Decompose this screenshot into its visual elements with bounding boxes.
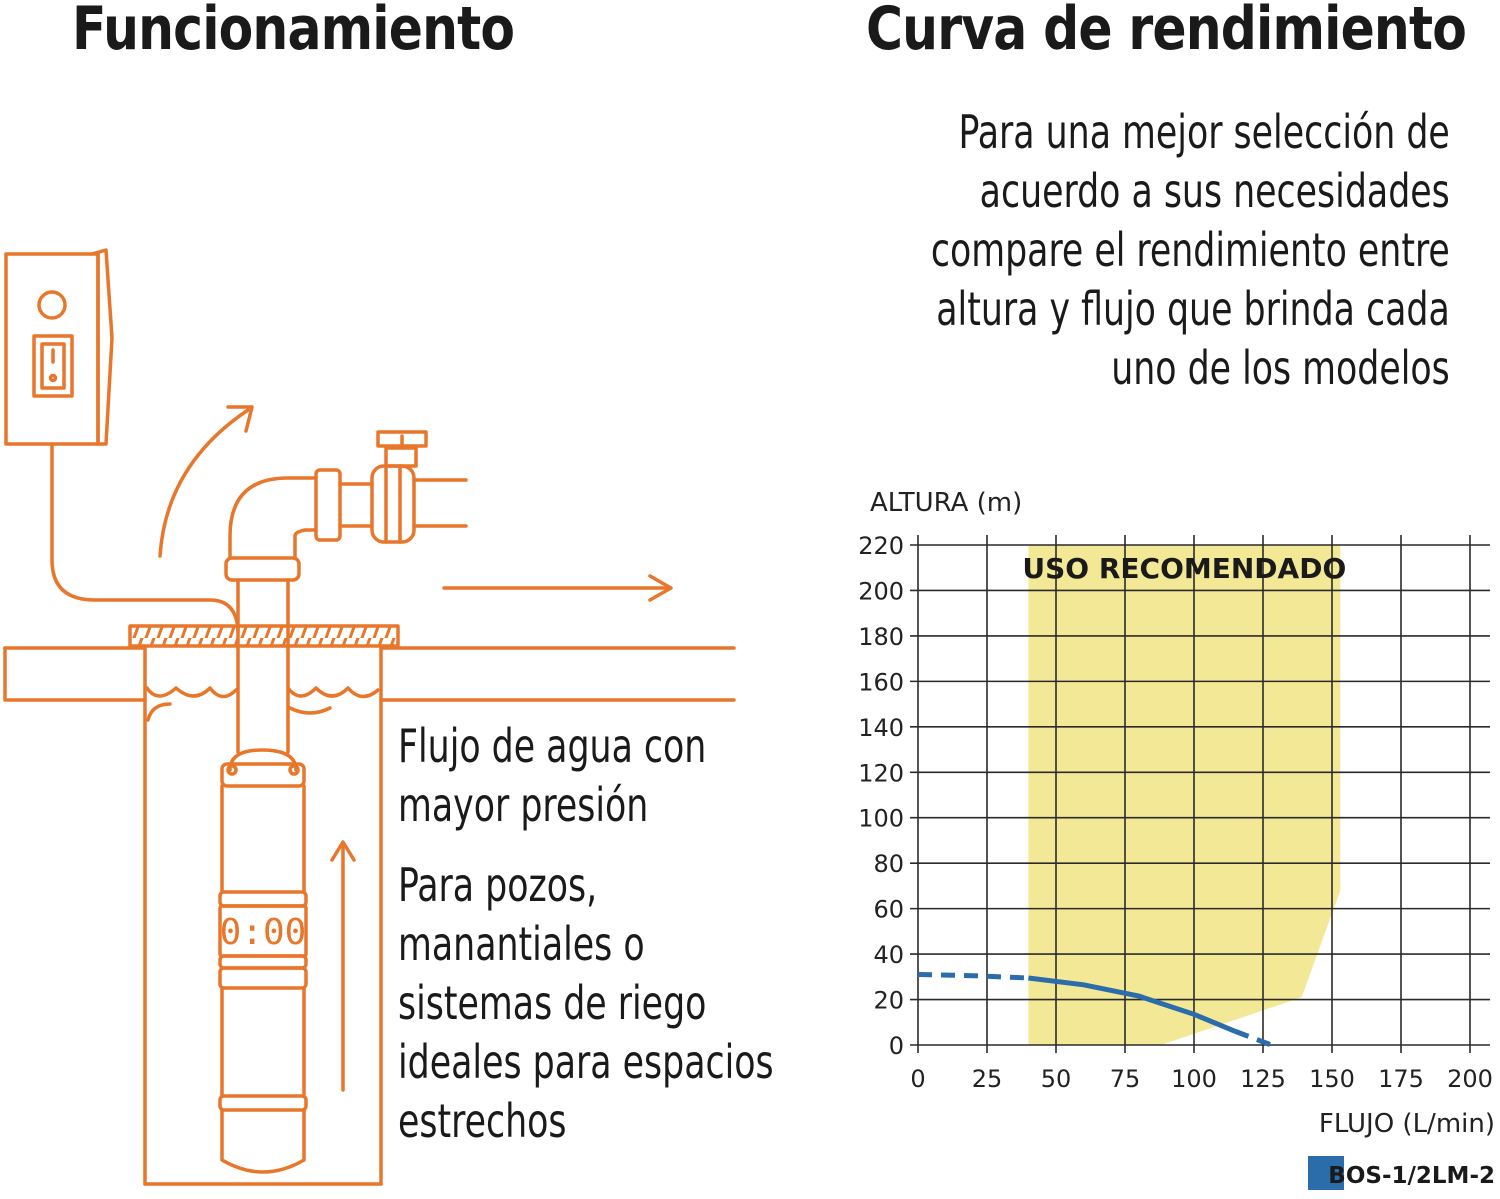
zone-label: USO RECOMENDADO: [1022, 552, 1346, 585]
intro-line: Para una mejor selección de: [958, 105, 1450, 159]
intro-line: altura y flujo que brinda cada: [936, 282, 1450, 336]
ground: [3, 624, 736, 702]
curve-dashed-start: [917, 972, 1029, 981]
recommended-zone: [1028, 545, 1341, 1045]
pump-display: 0:00: [220, 912, 307, 953]
x-tick-label: 200: [1447, 1065, 1493, 1093]
y-tick-label: 20: [873, 987, 904, 1015]
left-title: Funcionamiento: [72, 0, 515, 64]
x-tick-label: 150: [1309, 1065, 1355, 1093]
legend-label: BOS-1/2LM-2: [1328, 1163, 1495, 1189]
y-tick-label: 40: [873, 941, 904, 969]
flow-text: Flujo de agua con mayor presión: [398, 717, 706, 835]
y-tick-label: 120: [858, 759, 904, 787]
y-tick-label: 140: [858, 714, 904, 742]
y-tick-label: 220: [858, 532, 904, 560]
flow-line: Flujo de agua con: [398, 719, 707, 773]
curved-arrow-icon: [158, 408, 250, 558]
uses-line: manantiales o: [398, 917, 645, 971]
performance-chart: 0 25 50 75 100 125 150 175 200 0 20 40 60 80 100 120 140…: [858, 488, 1495, 1190]
curve-dashed-end: [1234, 1029, 1273, 1048]
uses-line: Para pozos,: [398, 858, 598, 912]
intro-line: acuerdo a sus necesidades: [979, 164, 1450, 218]
flow-line: mayor presión: [398, 778, 649, 832]
y-tick-label: 180: [858, 623, 904, 651]
right-arrow-icon: [442, 574, 673, 602]
well: [143, 646, 383, 1186]
up-arrow-icon: [330, 840, 356, 1092]
x-tick-label: 75: [1110, 1065, 1141, 1093]
y-tick-label: 160: [858, 668, 904, 696]
x-tick-label: 125: [1240, 1065, 1286, 1093]
y-tick-label: 200: [858, 577, 904, 605]
uses-line: estrechos: [398, 1094, 567, 1148]
x-tick-label: 175: [1378, 1065, 1424, 1093]
y-tick-label: 100: [858, 805, 904, 833]
power-indicator-icon: [37, 290, 67, 320]
uses-text: Para pozos, manantiales o sistemas de ri…: [398, 856, 774, 1151]
x-axis-label: FLUJO (L/min): [1319, 1109, 1495, 1139]
legend-swatch: [1308, 1156, 1344, 1190]
y-tick-label: 60: [873, 896, 904, 924]
intro-line: uno de los modelos: [1111, 341, 1450, 395]
curve-solid: [1028, 975, 1237, 1034]
x-tick-label: 100: [1171, 1065, 1217, 1093]
y-axis-label: ALTURA (m): [870, 488, 1022, 518]
switch-icon: [32, 334, 74, 398]
control-box: [4, 248, 114, 446]
pump-illustration: 0:00: [3, 248, 736, 1186]
y-tick-label: 0: [889, 1032, 904, 1060]
right-title: Curva de rendimiento: [866, 0, 1467, 64]
submersible-pump: 0:00: [218, 748, 308, 1174]
x-tick-label: 50: [1041, 1065, 1072, 1093]
x-tick-label: 0: [910, 1065, 925, 1093]
x-tick-label: 25: [972, 1065, 1003, 1093]
intro-text: Para una mejor selección de acuerdo a su…: [931, 103, 1450, 398]
y-tick-label: 80: [873, 850, 904, 878]
intro-line: compare el rendimiento entre: [931, 223, 1450, 277]
uses-line: sistemas de riego: [398, 976, 707, 1030]
uses-line: ideales para espacios: [398, 1035, 774, 1089]
power-cable: [50, 442, 240, 632]
pipe: [224, 430, 468, 754]
